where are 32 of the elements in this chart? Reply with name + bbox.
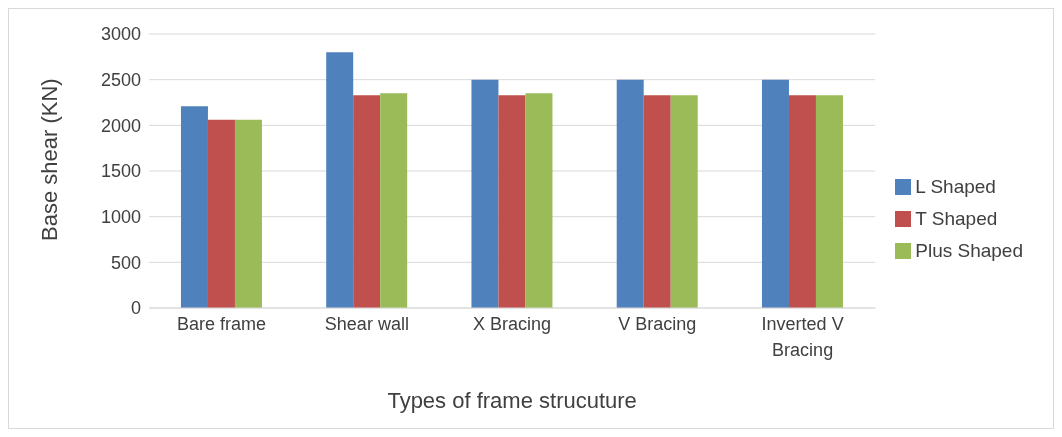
bar (616, 79, 644, 308)
x-tick-label: Shear wall (324, 314, 409, 334)
y-tick-label: 1500 (100, 161, 141, 182)
bar (353, 95, 381, 308)
y-tick-label: 0 (130, 298, 141, 319)
bar (498, 95, 526, 308)
x-tick-label: Bare frame (177, 314, 267, 334)
bar (670, 95, 698, 308)
bar (761, 79, 789, 308)
bar (788, 95, 816, 308)
bar (525, 93, 553, 308)
legend-label: Plus Shaped (915, 239, 1023, 261)
y-tick-label: 500 (110, 252, 141, 273)
y-tick-label: 2500 (100, 70, 141, 91)
bar (180, 106, 208, 308)
bar (471, 79, 499, 308)
bar (234, 119, 262, 308)
y-tick-label: 3000 (100, 24, 141, 45)
y-tick-label: 1000 (100, 207, 141, 228)
bar (326, 52, 354, 308)
x-tick-label: X Bracing (473, 314, 552, 334)
bar (643, 95, 671, 308)
x-axis-title: Types of frame strucuture (387, 388, 637, 413)
bar (815, 95, 843, 308)
legend-label: T Shaped (915, 207, 998, 229)
legend-label: L Shaped (915, 175, 996, 197)
bar (380, 93, 408, 308)
x-tick-label: Inverted V Bracing (761, 314, 844, 360)
y-tick-label: 2000 (100, 115, 141, 136)
bar (207, 119, 235, 308)
x-tick-label: V Bracing (618, 314, 697, 334)
y-axis-title: Base shear (KN) (36, 78, 62, 241)
